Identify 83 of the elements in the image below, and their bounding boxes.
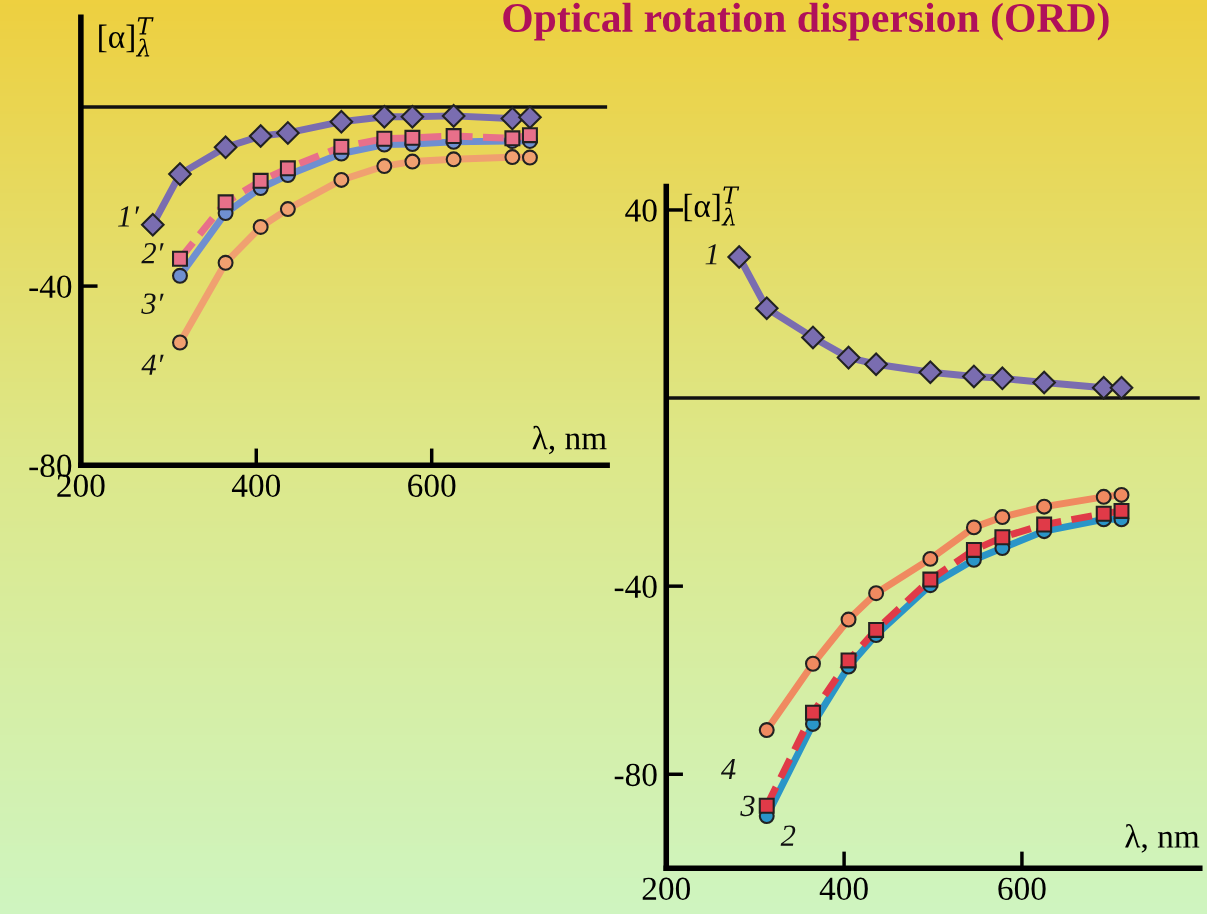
point xyxy=(965,541,982,558)
point xyxy=(1095,488,1112,505)
point xyxy=(252,218,269,235)
point xyxy=(758,722,775,739)
point xyxy=(994,509,1011,526)
point xyxy=(504,149,521,166)
series-label: 3′ xyxy=(141,293,164,314)
y-tick-label: 40 xyxy=(625,199,657,222)
point xyxy=(836,345,861,370)
point xyxy=(1113,486,1130,503)
point xyxy=(376,130,393,147)
point xyxy=(276,121,300,145)
point xyxy=(754,296,779,321)
point xyxy=(248,124,273,148)
point xyxy=(168,162,192,186)
point xyxy=(727,245,752,269)
point xyxy=(217,254,234,271)
point xyxy=(372,104,397,129)
point xyxy=(804,655,821,672)
point xyxy=(804,704,821,721)
series-label: 2 xyxy=(780,825,796,846)
point xyxy=(518,105,542,130)
point xyxy=(1036,498,1053,515)
point xyxy=(840,611,857,628)
point xyxy=(333,171,350,188)
y-tick-label: -40 xyxy=(29,275,72,298)
x-tick-label: 600 xyxy=(408,474,456,498)
point xyxy=(329,109,354,134)
x-tick-label: 600 xyxy=(998,877,1046,901)
point xyxy=(1109,375,1134,400)
point xyxy=(404,129,421,146)
point xyxy=(864,352,888,377)
point xyxy=(918,360,943,385)
series-label: 4′ xyxy=(141,354,164,375)
point xyxy=(1036,516,1053,533)
text: Optical rotation dispersion (ORD) xyxy=(503,2,1109,41)
series-label: 1 xyxy=(705,244,717,265)
point xyxy=(441,104,466,128)
point xyxy=(333,138,350,155)
series-label: 2′ xyxy=(141,243,164,264)
point xyxy=(217,194,234,211)
point xyxy=(965,519,982,536)
point xyxy=(994,529,1011,546)
point xyxy=(140,212,165,237)
point xyxy=(279,160,296,177)
point xyxy=(1032,370,1056,395)
point xyxy=(962,364,986,389)
point xyxy=(171,267,188,284)
point xyxy=(990,366,1015,391)
point xyxy=(445,128,462,145)
x-tick-label: 400 xyxy=(819,877,868,901)
point xyxy=(213,135,238,160)
x-tick-label: 200 xyxy=(642,877,690,901)
point xyxy=(758,797,775,814)
point xyxy=(376,158,393,175)
series-label: 4 xyxy=(720,758,736,780)
point xyxy=(1095,505,1112,522)
point xyxy=(171,334,188,351)
point xyxy=(922,571,939,588)
point xyxy=(840,652,857,669)
x-axis-title: λ, nm xyxy=(532,425,607,455)
series-label: 1′ xyxy=(118,206,140,227)
point xyxy=(922,550,939,567)
y-tick-label: -40 xyxy=(614,575,657,599)
point xyxy=(868,585,885,602)
series-label: 3 xyxy=(740,795,755,817)
y-axis-title: [α]$^{T}$$_{λ}$ xyxy=(684,186,740,226)
point xyxy=(868,621,885,638)
y-axis-title: [α]$^{T}$$_{λ}$ xyxy=(99,17,154,57)
point xyxy=(445,151,462,168)
point xyxy=(801,325,825,350)
point xyxy=(404,153,421,170)
x-axis-title: λ, nm xyxy=(1125,824,1200,853)
point xyxy=(279,201,296,218)
point xyxy=(171,250,188,267)
point xyxy=(521,149,538,166)
x-tick-label: 400 xyxy=(231,474,281,498)
point xyxy=(252,172,269,189)
point xyxy=(400,104,425,129)
point xyxy=(521,127,538,144)
y-tick-label: -80 xyxy=(614,763,657,787)
point xyxy=(1113,502,1130,519)
point xyxy=(500,106,525,131)
